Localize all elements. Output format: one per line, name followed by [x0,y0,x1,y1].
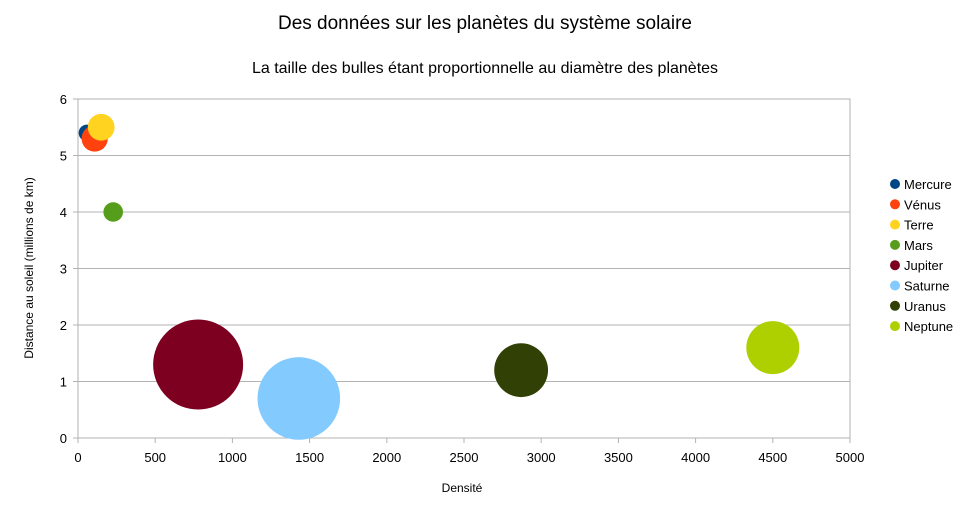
y-axis-label: Distance au soleil (millions de km) [22,177,36,358]
legend-marker [890,179,900,189]
legend-marker [890,321,900,332]
bubble-neptune [746,321,800,375]
bubble-terre [87,113,115,141]
legend-label: Uranus [904,299,946,314]
legend-label: Jupiter [904,258,944,273]
legend-marker [890,260,900,271]
y-axis-ticks: 0 1 2 3 4 5 6 [60,92,78,446]
x-tick-label: 4500 [758,450,787,465]
x-tick-label: 0 [74,450,81,465]
legend-label: Neptune [904,319,953,334]
legend-label: Terre [904,218,934,233]
legend-marker [890,300,900,311]
x-axis-label: Densité [442,481,483,495]
bubble-jupiter [153,319,244,410]
chart-subtitle: La taille des bulles étant proportionnel… [252,60,718,77]
legend-label: Vénus [904,197,941,212]
x-tick-label: 1000 [218,450,247,465]
x-tick-label: 4000 [681,450,710,465]
chart-title: Des données sur les planètes du système … [278,13,692,34]
x-tick-label: 3500 [604,450,633,465]
x-tick-label: 500 [144,450,166,465]
x-tick-label: 5000 [836,450,865,465]
y-tick-label: 2 [60,318,67,333]
y-tick-label: 4 [60,205,67,220]
bubbles [78,113,800,440]
y-tick-label: 1 [60,375,67,390]
legend-marker [890,280,900,291]
x-tick-label: 1500 [295,450,324,465]
bubble-saturne [257,357,341,440]
legend-marker [890,199,900,210]
bubble-uranus [494,343,549,398]
legend-marker [890,219,900,230]
x-tick-label: 2500 [450,450,479,465]
x-axis-ticks: 0 500 1000 1500 2000 2500 3000 3500 4000 4500 5000 [74,438,864,465]
x-tick-label: 2000 [372,450,401,465]
x-tick-label: 3000 [527,450,556,465]
legend-label: Mercure [904,177,952,192]
legend-label: Saturne [904,279,950,294]
legend: Mercure Vénus Terre Mars Jupiter Saturne Uranu… [890,177,953,334]
y-tick-label: 0 [60,431,67,446]
legend-marker [890,239,900,250]
y-tick-label: 6 [60,92,67,107]
y-tick-label: 5 [60,149,67,164]
y-tick-label: 3 [60,262,67,277]
legend-label: Mars [904,238,933,253]
bubble-mars [103,202,124,222]
